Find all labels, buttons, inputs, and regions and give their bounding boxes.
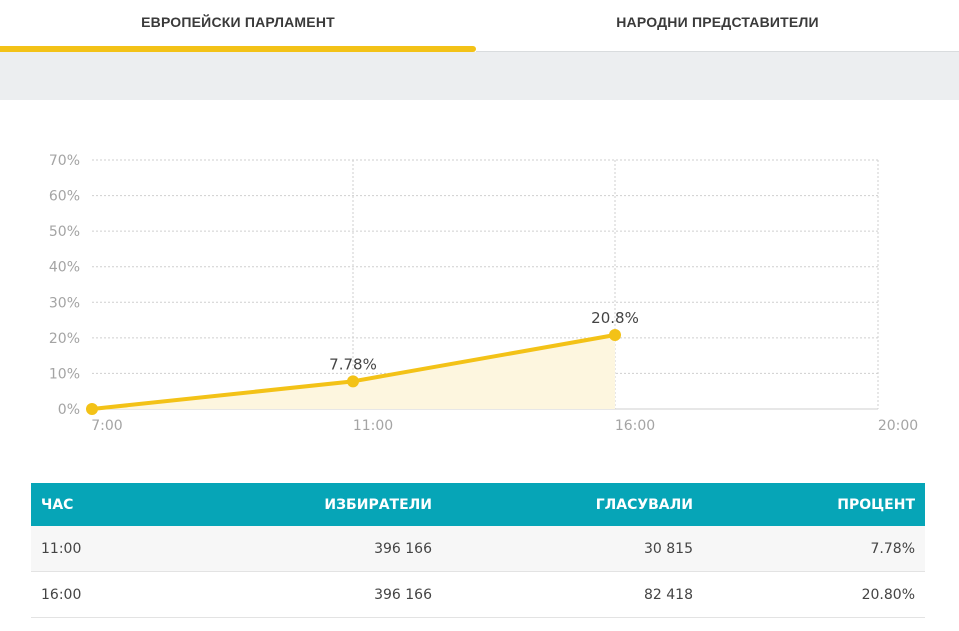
x-tick-label: 16:00 bbox=[615, 418, 655, 434]
data-point[interactable] bbox=[609, 329, 621, 342]
tab-national-representatives[interactable]: НАРОДНИ ПРЕДСТАВИТЕЛИ bbox=[616, 14, 819, 30]
data-point[interactable] bbox=[86, 403, 98, 415]
chart-line bbox=[86, 329, 621, 415]
x-tick-label: 11:00 bbox=[353, 418, 393, 434]
y-tick-label: 50% bbox=[49, 224, 80, 240]
filter-band bbox=[0, 52, 959, 100]
header-percent: ПРОЦЕНТ bbox=[703, 483, 925, 526]
y-tick-label: 10% bbox=[49, 366, 80, 382]
chart-labels: 7.78% 20.8% bbox=[329, 309, 639, 373]
y-tick-label: 40% bbox=[49, 260, 80, 276]
data-label: 20.8% bbox=[591, 309, 639, 327]
tab-european-parliament[interactable]: ЕВРОПЕЙСКИ ПАРЛАМЕНТ bbox=[141, 14, 335, 30]
cell-percent: 20.80% bbox=[703, 571, 925, 618]
table-header-row: ЧАС ИЗБИРАТЕЛИ ГЛАСУВАЛИ ПРОЦЕНТ bbox=[31, 483, 925, 526]
turnout-table: ЧАС ИЗБИРАТЕЛИ ГЛАСУВАЛИ ПРОЦЕНТ 11:00 3… bbox=[31, 483, 925, 618]
turnout-chart: 0% 10% 20% 30% 40% 50% 60% 70% 7:00 11:00 16:00 20:… bbox=[49, 153, 918, 434]
active-tab-indicator bbox=[0, 46, 476, 52]
table-row: 11:00 396 166 30 815 7.78% bbox=[31, 526, 925, 572]
table-row: 16:00 396 166 82 418 20.80% bbox=[31, 571, 925, 618]
x-tick-label: 7:00 bbox=[91, 418, 122, 434]
series-area bbox=[92, 335, 615, 409]
y-tick-label: 70% bbox=[49, 153, 80, 169]
cell-voted: 30 815 bbox=[442, 526, 703, 572]
y-tick-label: 20% bbox=[49, 331, 80, 347]
cell-voters: 396 166 bbox=[181, 571, 442, 618]
y-tick-label: 0% bbox=[58, 402, 80, 418]
y-tick-label: 60% bbox=[49, 189, 80, 205]
data-point[interactable] bbox=[347, 375, 359, 388]
cell-voters: 396 166 bbox=[181, 526, 442, 572]
x-tick-label: 20:00 bbox=[878, 418, 918, 434]
cell-percent: 7.78% bbox=[703, 526, 925, 572]
cell-hour: 16:00 bbox=[31, 571, 181, 618]
cell-hour: 11:00 bbox=[31, 526, 181, 572]
header-voters: ИЗБИРАТЕЛИ bbox=[181, 483, 442, 526]
y-tick-label: 30% bbox=[49, 295, 80, 311]
chart-grid: 0% 10% 20% 30% 40% 50% 60% 70% 7:00 11:00 16:00 20:… bbox=[49, 153, 918, 434]
data-label: 7.78% bbox=[329, 355, 377, 373]
tab-divider bbox=[476, 51, 959, 52]
header-voted: ГЛАСУВАЛИ bbox=[442, 483, 703, 526]
cell-voted: 82 418 bbox=[442, 571, 703, 618]
chart-area bbox=[92, 335, 615, 409]
header-hour: ЧАС bbox=[31, 483, 181, 526]
tab-bar: ЕВРОПЕЙСКИ ПАРЛАМЕНТ НАРОДНИ ПРЕДСТАВИТЕ… bbox=[0, 0, 959, 52]
